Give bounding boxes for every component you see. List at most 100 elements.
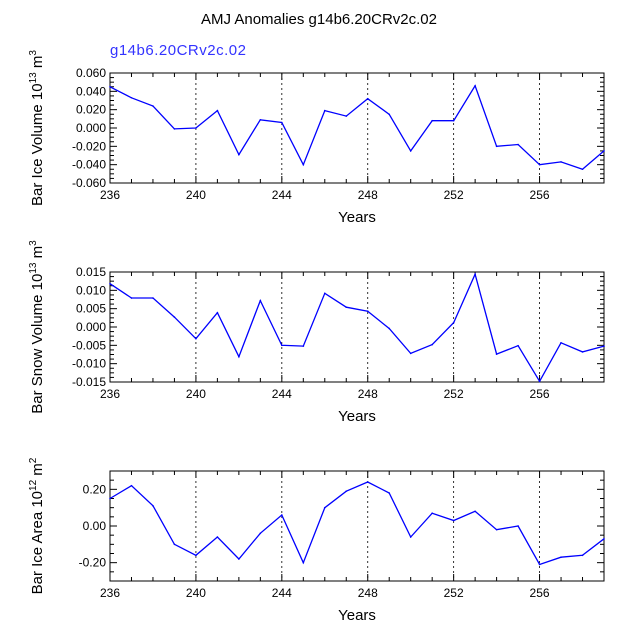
y-axis-label: Bar Ice Volume 1013 m3 (28, 50, 46, 206)
data-point (195, 337, 197, 340)
data-point (474, 273, 476, 276)
data-point (366, 97, 369, 100)
case-label: g14b6.20CRv2c.02 (110, 42, 246, 59)
y-axis-label: Bar Snow Volume 1013 m3 (28, 240, 46, 414)
data-point (452, 119, 455, 122)
bar-ice-area-series-line (109, 481, 605, 566)
data-point (538, 563, 541, 566)
bar-ice-volume-panel: 236 240 244 248 252 256 -0.060 -0.040 -0.020 0.00… (28, 50, 605, 226)
figure-title: AMJ Anomalies g14b6.20CRv2c.02 (201, 11, 437, 28)
x-axis-label: Years (338, 209, 376, 226)
data-point (345, 490, 348, 492)
y-tick-label: -0.010 (72, 357, 106, 371)
data-point (409, 536, 412, 538)
x-tick-label: 244 (272, 387, 292, 401)
data-point (130, 96, 133, 99)
y-tick-label: 0.010 (76, 283, 106, 297)
y-tick-label: 0.020 (76, 103, 106, 117)
data-point (195, 127, 197, 129)
data-point (173, 316, 176, 318)
data-point (216, 536, 219, 538)
data-point (238, 558, 240, 560)
data-point (216, 311, 219, 314)
data-point (281, 344, 283, 347)
x-tick-label: 248 (358, 387, 378, 401)
x-tick-label: 256 (530, 188, 550, 202)
y-tick-label: -0.015 (72, 375, 106, 389)
plot-frame (109, 470, 605, 582)
y-tick-label: -0.040 (72, 158, 106, 172)
data-point (259, 118, 262, 121)
x-tick-label: 236 (100, 387, 120, 401)
data-point (238, 153, 240, 156)
data-point (388, 492, 391, 494)
data-point (581, 351, 584, 353)
x-tick-label: 236 (100, 188, 120, 202)
data-point (495, 145, 498, 148)
data-point (388, 327, 391, 330)
data-point (517, 344, 519, 347)
x-tick-label: 252 (444, 586, 464, 600)
data-point (474, 85, 476, 87)
data-point (431, 119, 433, 122)
bar-snow-volume-panel: 236 240 244 248 252 256 -0.015 -0.010 -0.005 0.00… (28, 240, 605, 425)
data-point (173, 543, 176, 546)
x-tick-label: 240 (186, 586, 206, 600)
data-point (560, 341, 562, 344)
x-tick-label: 248 (358, 188, 378, 202)
data-point (560, 556, 562, 558)
data-point (238, 355, 240, 358)
y-tick-label: 0.005 (76, 302, 106, 316)
data-point (109, 497, 111, 500)
x-tick-label: 252 (444, 188, 464, 202)
data-point (323, 506, 326, 509)
y-tick-label: 0.00 (83, 519, 107, 533)
x-tick-label: 240 (186, 188, 206, 202)
data-point (152, 105, 154, 107)
data-point (323, 292, 326, 295)
y-tick-label: 0.040 (76, 84, 106, 98)
data-point (152, 297, 154, 299)
x-tick-label: 256 (530, 387, 550, 401)
data-point (495, 353, 498, 355)
data-point (581, 554, 584, 557)
data-point (366, 481, 369, 483)
data-point (195, 554, 197, 557)
x-axis-label: Years (338, 408, 376, 425)
data-point (603, 538, 605, 540)
data-point (538, 380, 541, 383)
data-point (452, 519, 455, 522)
data-point (130, 297, 133, 299)
x-tick-label: 244 (272, 586, 292, 600)
y-tick-label: 0.000 (76, 121, 106, 135)
y-tick-label: -0.020 (72, 139, 106, 153)
data-point (603, 345, 605, 347)
x-tick-label: 248 (358, 586, 378, 600)
data-point (517, 143, 519, 146)
bar-ice-volume-series-line (109, 84, 605, 171)
y-tick-label: 0.20 (83, 482, 107, 496)
x-axis-label: Years (338, 607, 376, 624)
x-tick-label: 244 (272, 188, 292, 202)
data-point (109, 85, 111, 88)
data-point (345, 115, 348, 117)
x-tick-label: 240 (186, 387, 206, 401)
y-tick-label: 0.000 (76, 320, 106, 334)
data-point (345, 306, 348, 309)
data-point (259, 299, 262, 302)
data-point (152, 505, 154, 507)
data-point (409, 352, 412, 355)
data-point (517, 525, 519, 527)
data-point (281, 514, 283, 516)
data-point (431, 512, 433, 514)
y-tick-label: -0.005 (72, 338, 106, 352)
y-tick-label: 0.060 (76, 66, 106, 80)
data-point (109, 282, 111, 285)
bar-ice-area-panel: 236 240 244 248 252 256 -0.20 0.00 0.20 Years Bar … (28, 457, 605, 624)
data-point (366, 310, 369, 313)
data-point (388, 113, 391, 116)
data-point (130, 484, 133, 487)
data-point (409, 150, 412, 152)
data-point (495, 528, 498, 531)
data-point (302, 163, 305, 166)
